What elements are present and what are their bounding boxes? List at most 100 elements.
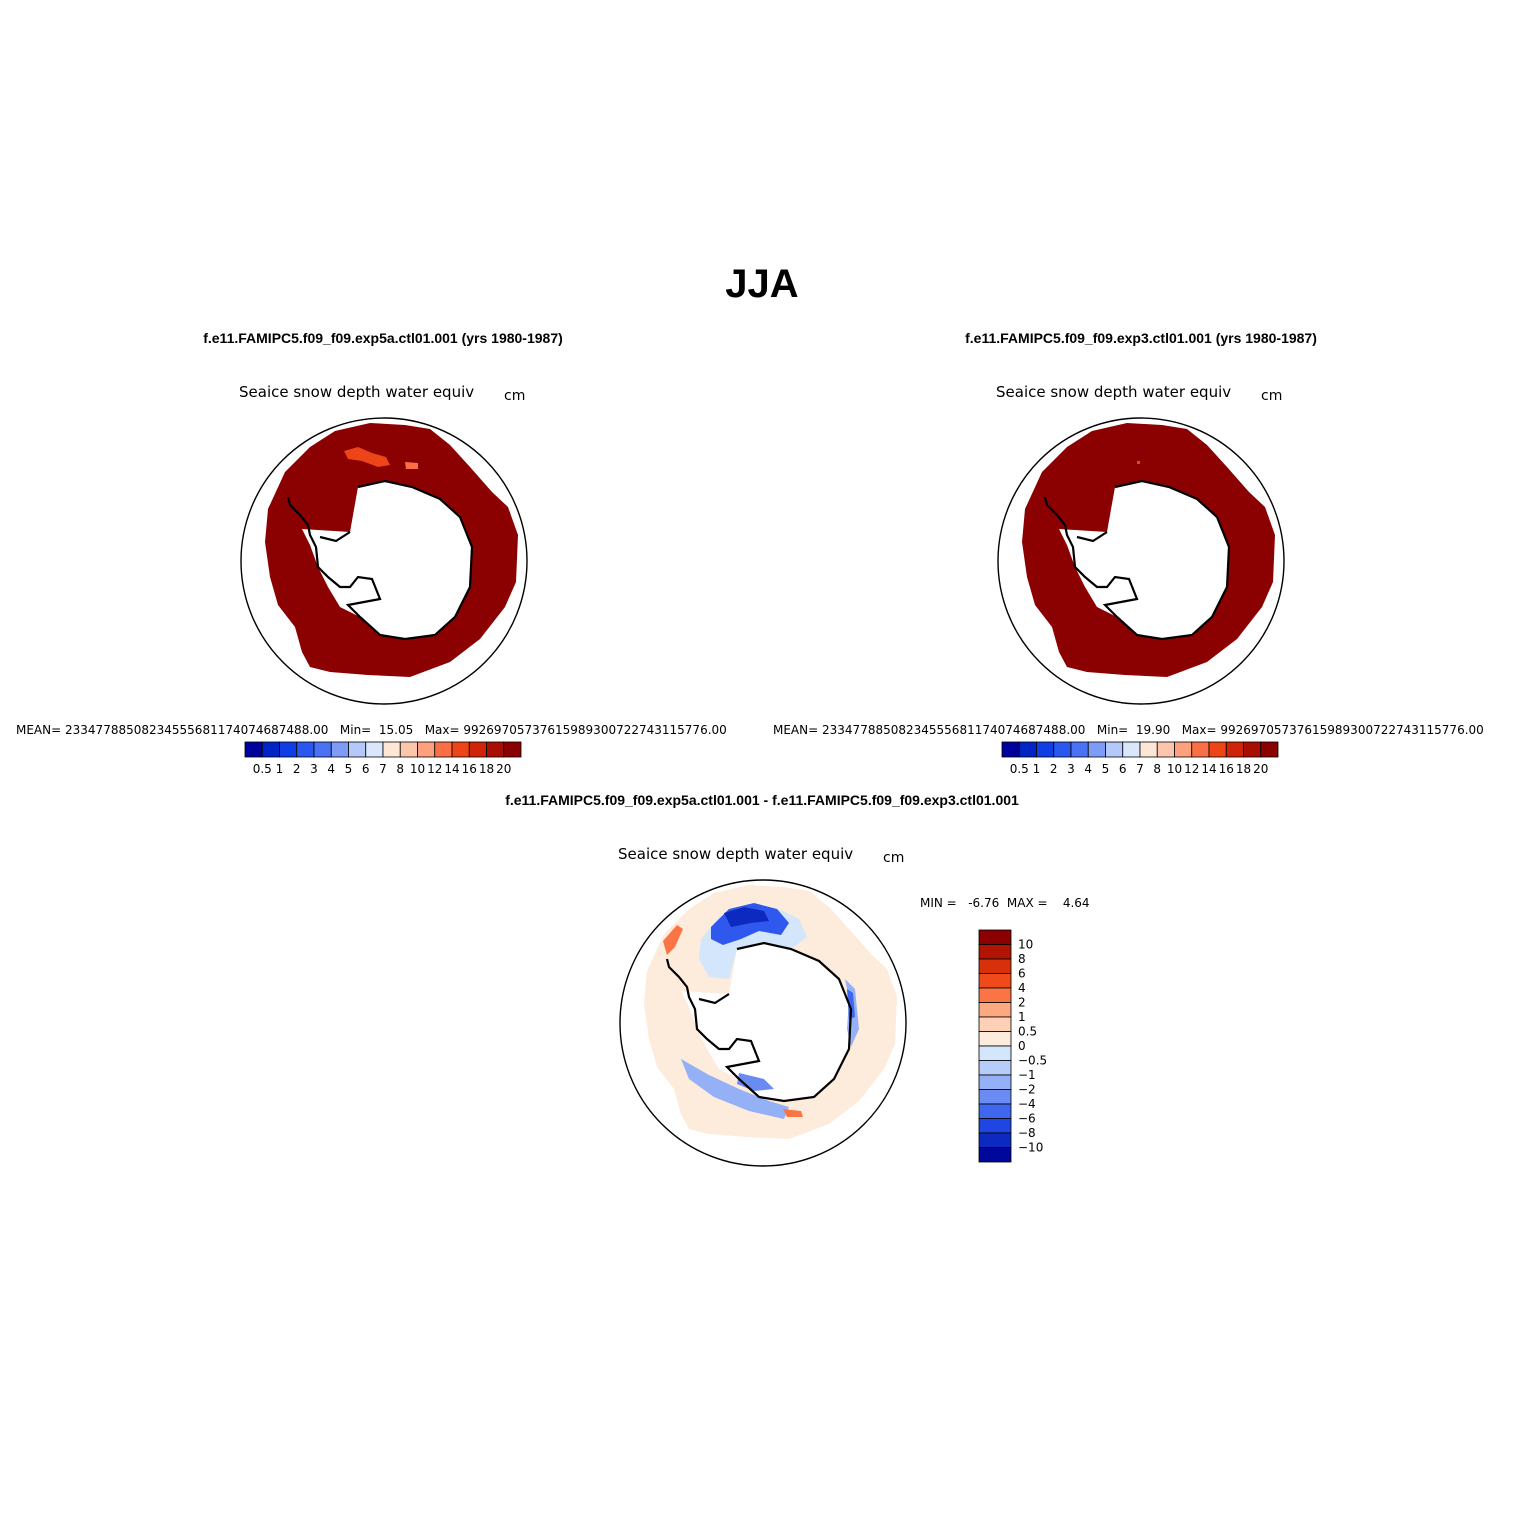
colorbar-tick-label: 0.5 [1018, 1025, 1037, 1039]
colorbar-tick-label: 3 [310, 762, 318, 776]
colorbar-tick-label: 6 [1018, 967, 1026, 981]
colorbar-swatch [348, 741, 367, 758]
colorbar-tick-label: 7 [379, 762, 387, 776]
colorbar-tick-label: 16 [1219, 762, 1234, 776]
difference-units: cm [883, 850, 905, 866]
colorbar-swatch [1122, 741, 1141, 758]
panel-1-max-label: Max= [424, 723, 460, 737]
colorbar-swatch [978, 973, 1012, 989]
difference-positive-streak-west [663, 925, 683, 955]
panel-2-stats: MEAN= 23347788508234555681174074687488.0… [773, 723, 1484, 737]
colorbar-tick-label: 3 [1067, 762, 1075, 776]
colorbar-tick-label: 2 [1050, 762, 1058, 776]
panel-1-map-boundary [240, 417, 528, 705]
colorbar-swatch [244, 741, 263, 758]
colorbar-swatch [978, 1045, 1012, 1061]
colorbar-swatch [978, 1016, 1012, 1032]
colorbar-swatch [978, 1132, 1012, 1148]
colorbar-swatch [296, 741, 315, 758]
colorbar-swatch [978, 1147, 1012, 1163]
difference-title: f.e11.FAMIPC5.f09_f09.exp5a.ctl01.001 - … [505, 792, 1019, 808]
panel-2-sea-ice-field [1022, 423, 1275, 677]
difference-max-label: MAX = [1006, 896, 1048, 910]
colorbar-tick-label: 2 [293, 762, 301, 776]
difference-negative-core [724, 907, 769, 927]
panel-1-min-value: 15.05 [378, 723, 414, 737]
colorbar-tick-label: 2 [1018, 996, 1026, 1010]
colorbar-swatch [978, 1089, 1012, 1105]
panel-1-stats: MEAN= 23347788508234555681174074687488.0… [16, 723, 727, 737]
panel-2-min-label: Min= [1096, 723, 1129, 737]
colorbar-tick-label: 20 [496, 762, 511, 776]
difference-negative-east-strong [847, 989, 855, 1019]
panel-1-high-value-spot [405, 462, 418, 469]
colorbar-tick-label: 8 [1153, 762, 1161, 776]
colorbar-tick-label: 4 [327, 762, 335, 776]
panel-2-mean-value: 23347788508234555681174074687488.00 [822, 723, 1086, 737]
colorbar-swatch [451, 741, 470, 758]
panel-2-coastline [1043, 479, 1231, 641]
panel-1-units: cm [504, 388, 526, 404]
panel-2-variable-name: Seaice snow depth water equiv [996, 383, 1232, 401]
colorbar-tick-label: −10 [1018, 1141, 1043, 1155]
colorbar-swatch [1036, 741, 1055, 758]
colorbar-swatch [279, 741, 298, 758]
panel-2-units: cm [1261, 388, 1283, 404]
panel-1-sea-ice-field [265, 423, 518, 677]
colorbar-swatch [382, 741, 401, 758]
colorbar-swatch [1087, 741, 1106, 758]
colorbar-tick-label: 10 [1018, 938, 1033, 952]
colorbar-tick-label: −0.5 [1018, 1054, 1047, 1068]
colorbar-swatch [978, 929, 1012, 945]
difference-max-value: 4.64 [1062, 896, 1090, 910]
colorbar-swatch [1053, 741, 1072, 758]
colorbar-swatch [1001, 741, 1020, 758]
colorbar-swatch [1070, 741, 1089, 758]
colorbar-swatch [978, 987, 1012, 1003]
difference-min-label: MIN = [920, 896, 957, 910]
colorbar-swatch [1156, 741, 1175, 758]
colorbar-tick-label: 14 [444, 762, 459, 776]
panel-1-mean-label: MEAN= [16, 723, 62, 737]
panel-1-mean-value: 23347788508234555681174074687488.00 [65, 723, 329, 737]
panel-2-max-label: Max= [1181, 723, 1217, 737]
colorbar-tick-label: 6 [362, 762, 370, 776]
colorbar-swatch [1174, 741, 1193, 758]
colorbar-tick-label: 4 [1084, 762, 1092, 776]
difference-polar-map [619, 879, 907, 1167]
colorbar-swatch [978, 1002, 1012, 1018]
colorbar-tick-label: 18 [479, 762, 494, 776]
difference-negative-band-south [681, 1059, 789, 1119]
colorbar-swatch [313, 741, 332, 758]
colorbar-swatch [1208, 741, 1227, 758]
colorbar-tick-label: 0 [1018, 1039, 1026, 1053]
difference-positive-spot-south [783, 1109, 803, 1117]
colorbar-tick-label: 5 [345, 762, 353, 776]
colorbar-swatch [978, 1103, 1012, 1119]
colorbar-swatch [261, 741, 280, 758]
difference-variable-name: Seaice snow depth water equiv [618, 845, 854, 863]
panel-1-min-label: Min= [339, 723, 372, 737]
colorbar-swatch [1139, 741, 1158, 758]
colorbar-swatch [399, 741, 418, 758]
colorbar-swatch [978, 1031, 1012, 1047]
colorbar-swatch [1260, 741, 1279, 758]
panel-1-coastline [286, 479, 474, 641]
colorbar-swatch [503, 741, 522, 758]
colorbar-tick-label: 20 [1253, 762, 1268, 776]
colorbar-tick-label: −2 [1018, 1083, 1036, 1097]
colorbar-swatch [1018, 741, 1037, 758]
colorbar-swatch [417, 741, 436, 758]
colorbar-tick-label: 1 [1033, 762, 1041, 776]
colorbar-tick-label: 8 [1018, 952, 1026, 966]
colorbar-tick-label: 10 [410, 762, 425, 776]
colorbar-swatch [978, 944, 1012, 960]
panel-1-title: f.e11.FAMIPC5.f09_f09.exp5a.ctl01.001 (y… [203, 330, 563, 346]
colorbar-swatch [1225, 741, 1244, 758]
colorbar-tick-label: 10 [1167, 762, 1182, 776]
panel-2-colorbar: 0.5 1 2 3 4 5 6 7 8 10 12 14 16 18 20 [1001, 741, 1279, 776]
colorbar-swatch [978, 1074, 1012, 1090]
colorbar-swatch [1105, 741, 1124, 758]
colorbar-swatch [434, 741, 453, 758]
